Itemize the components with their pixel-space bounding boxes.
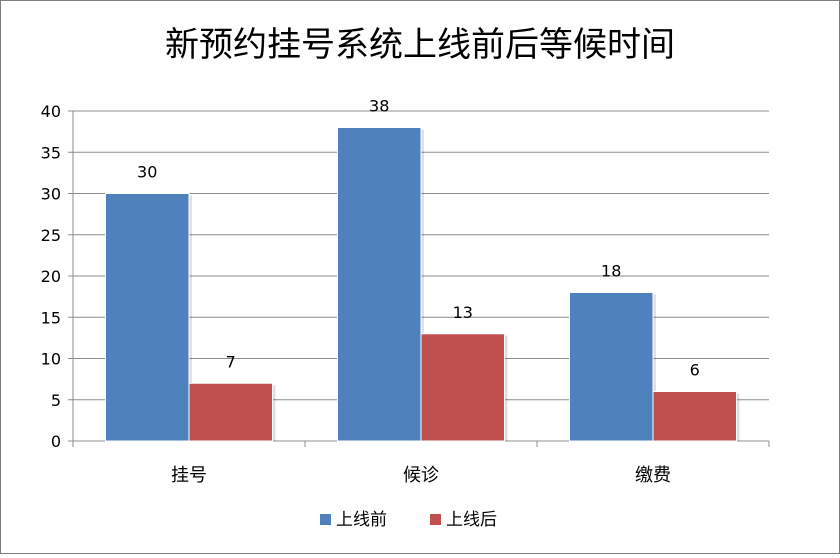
x-category-label: 候诊 — [403, 465, 439, 486]
y-tick-label: 10 — [41, 350, 61, 369]
data-label: 18 — [601, 262, 621, 281]
y-tick-label: 30 — [41, 185, 61, 204]
y-tick-label: 40 — [41, 102, 61, 121]
bar-2-0 — [568, 292, 654, 442]
legend: 上线前 上线后 — [320, 510, 497, 530]
y-tick-label: 20 — [41, 267, 61, 286]
bar-0-1 — [188, 382, 274, 442]
y-tick-label: 15 — [41, 308, 61, 327]
data-label: 6 — [690, 361, 700, 380]
data-label: 30 — [137, 163, 157, 182]
bar-1-1 — [420, 333, 506, 442]
legend-swatch — [430, 514, 441, 525]
y-tick-label: 25 — [41, 226, 61, 245]
chart-title: 新预约挂号系统上线前后等候时间 — [165, 25, 675, 65]
y-tick-label: 0 — [51, 432, 61, 451]
legend-label: 上线前 — [336, 510, 387, 530]
legend-label: 上线后 — [446, 510, 497, 530]
data-label: 38 — [369, 97, 389, 116]
y-tick-label: 35 — [41, 143, 61, 162]
y-tick-label: 5 — [51, 391, 61, 410]
labels: 0 5 10 15 20 25 30 35 40 30 7 挂号 38 13 候诊 18 6 缴费 — [41, 97, 700, 487]
data-label: 13 — [453, 303, 473, 322]
bar-1-0 — [336, 127, 422, 442]
x-category-label: 缴费 — [635, 465, 671, 486]
legend-swatch — [320, 514, 331, 525]
bar-2-1 — [652, 391, 738, 442]
x-category-label: 挂号 — [171, 465, 207, 486]
bars — [104, 127, 740, 442]
bar-0-0 — [104, 193, 190, 442]
data-label: 7 — [226, 352, 236, 371]
